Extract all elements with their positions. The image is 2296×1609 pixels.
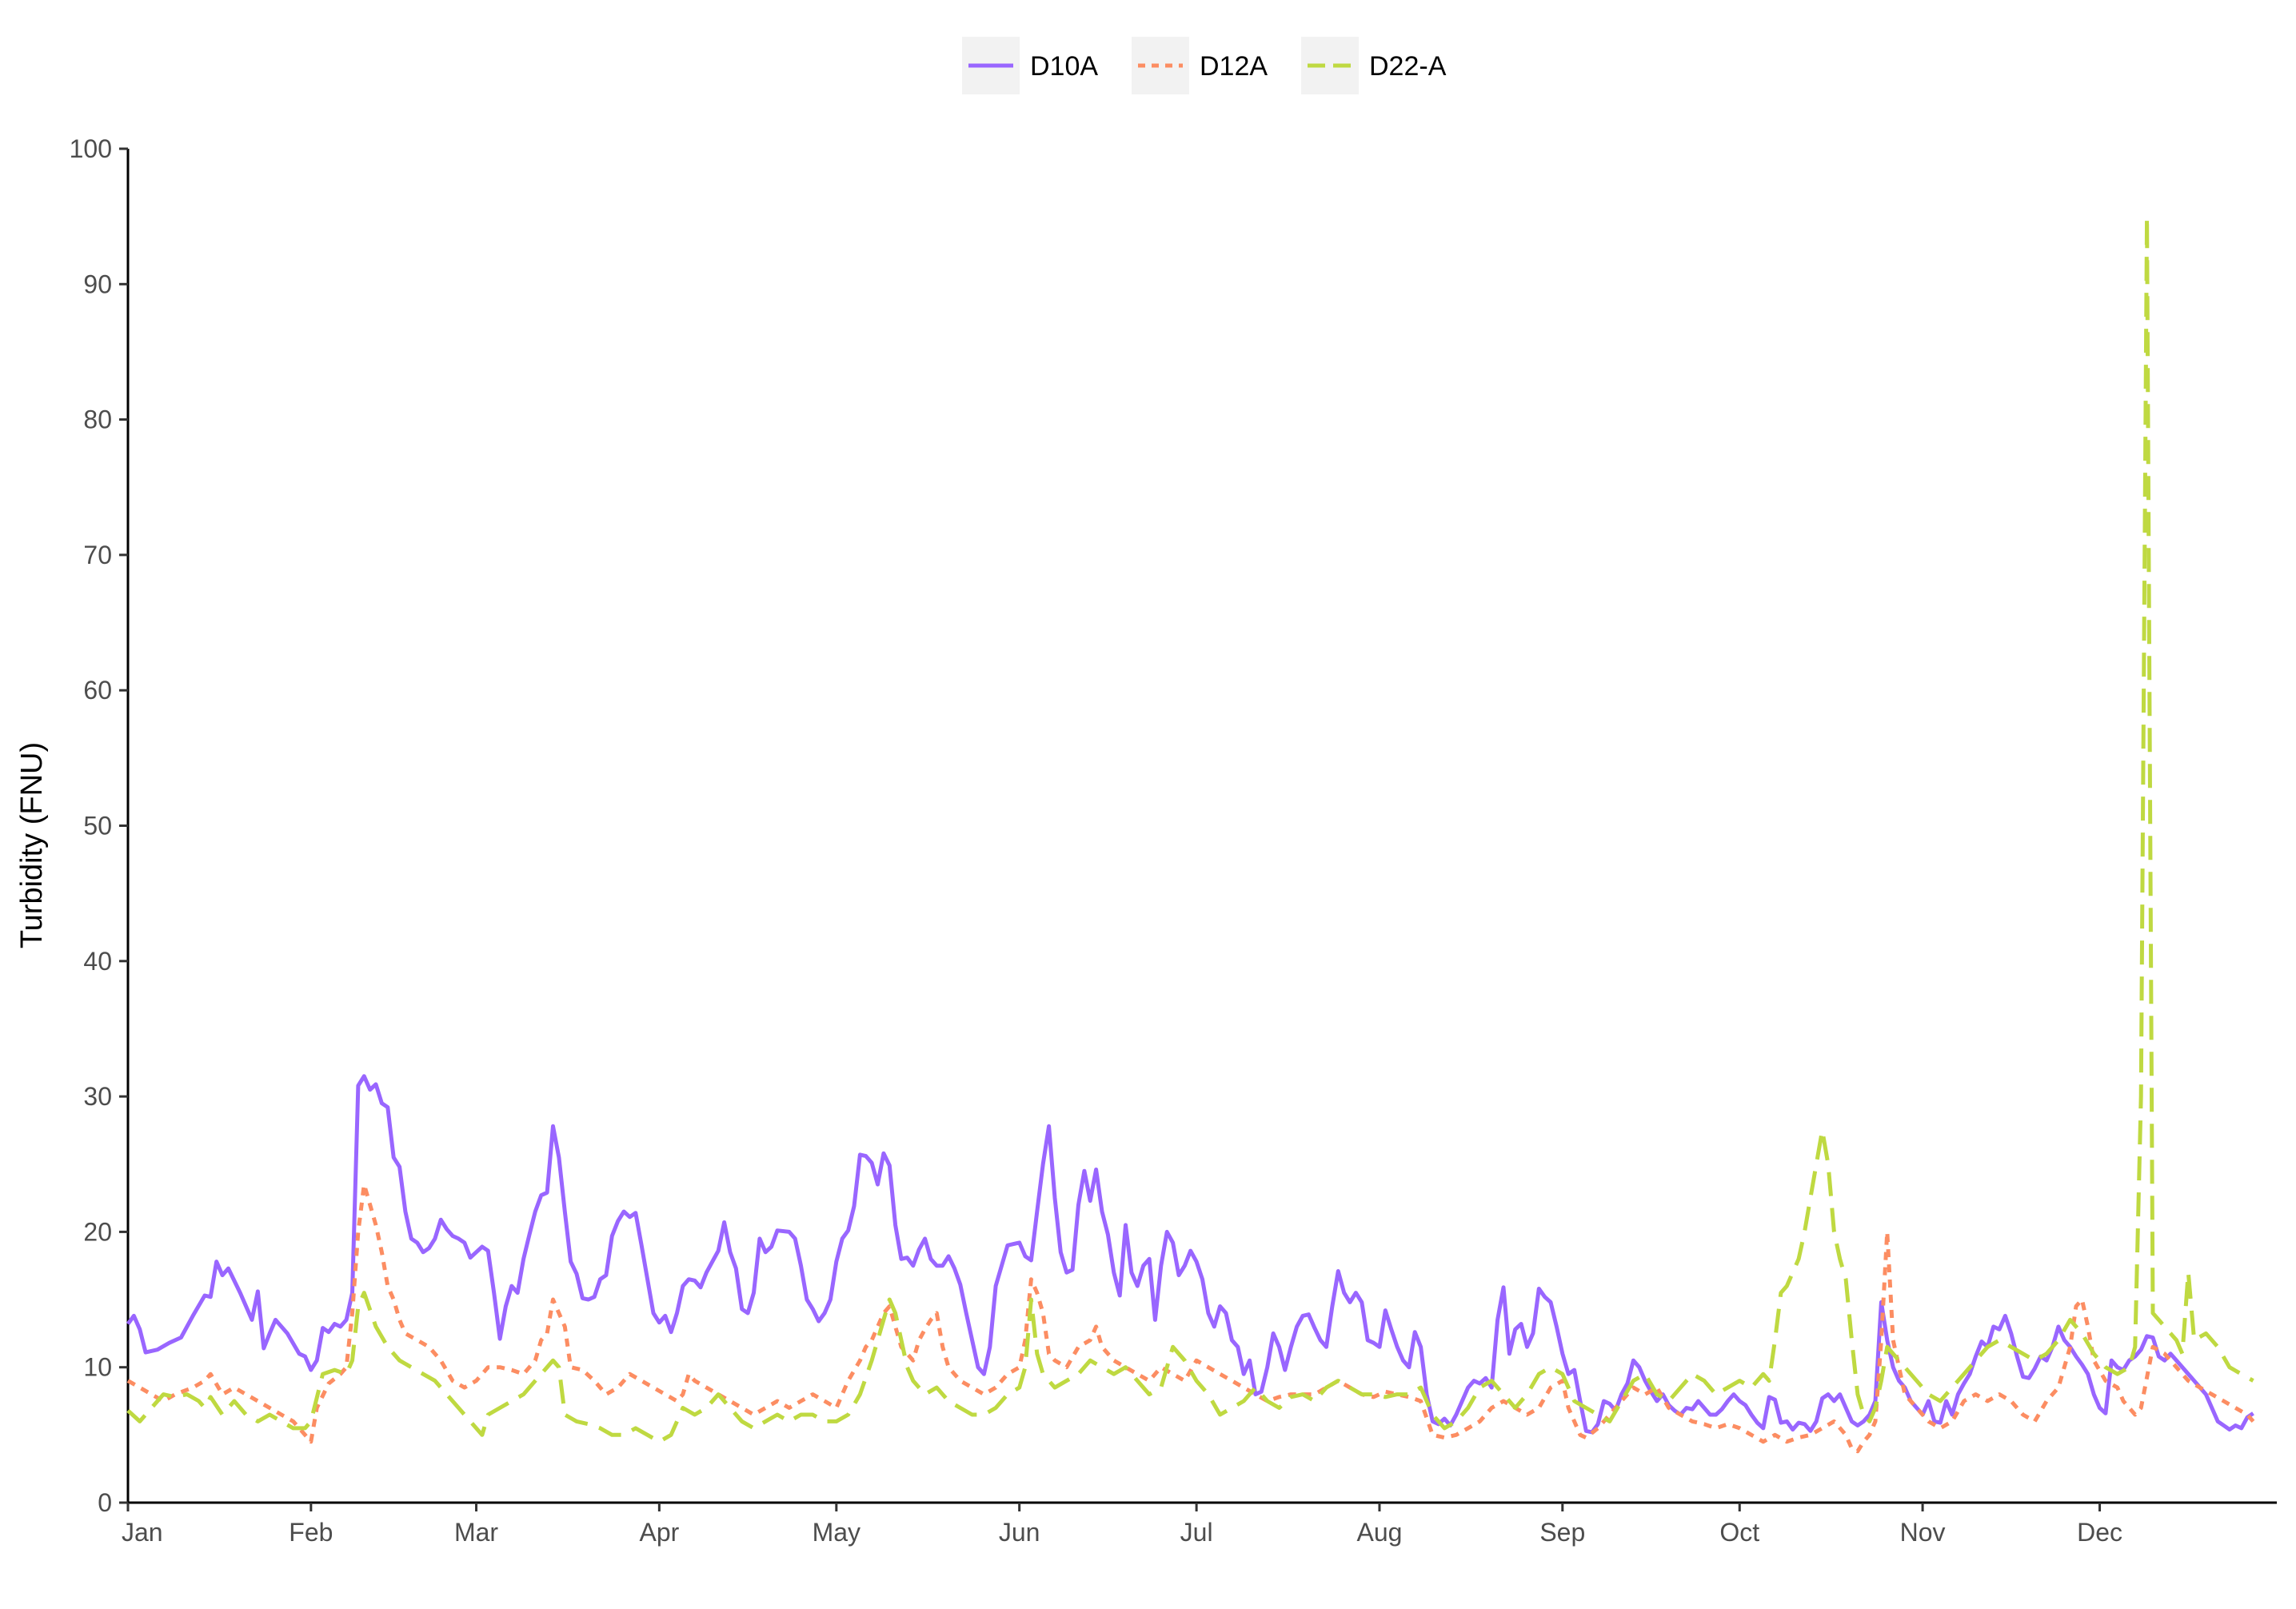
series-line-d10a	[126, 1074, 2254, 1435]
legend: D10A D12A D22-A	[962, 37, 1447, 94]
x-axis: Jan Feb Mar Apr May Jun Jul Aug Sep Oct Nov Dec	[122, 1501, 2277, 1547]
plot-area	[126, 214, 2255, 1454]
y-tick-label: 40	[83, 947, 112, 976]
x-tick-label: Sep	[1539, 1518, 1585, 1547]
x-tick-label: Jul	[1180, 1518, 1213, 1547]
series-line-d22-a	[126, 214, 2254, 1444]
y-tick-label: 50	[83, 812, 112, 840]
y-tick-label: 100	[70, 134, 112, 163]
series-line-d12a	[126, 1182, 2255, 1454]
x-tick-label: Apr	[639, 1518, 679, 1547]
y-tick-label: 70	[83, 541, 112, 569]
y-axis: 0 10 20 30 40 50 60 70 80 90 100	[70, 134, 130, 1517]
x-tick-label: Nov	[1900, 1518, 1946, 1547]
y-tick-label: 30	[83, 1082, 112, 1111]
x-tick-label: Feb	[289, 1518, 333, 1547]
legend-label: D10A	[1030, 51, 1098, 82]
y-tick-label: 0	[98, 1488, 112, 1517]
legend-label: D12A	[1200, 51, 1268, 82]
x-tick-label: Dec	[2077, 1518, 2122, 1547]
legend-label: D22-A	[1369, 51, 1447, 82]
y-tick-label: 20	[83, 1217, 112, 1246]
y-tick-label: 90	[83, 269, 112, 298]
x-tick-label: Mar	[454, 1518, 498, 1547]
x-tick-label: May	[813, 1518, 861, 1547]
y-axis-title: Turbidity (FNU)	[15, 742, 49, 948]
x-tick-label: Aug	[1356, 1518, 1402, 1547]
y-tick-label: 10	[83, 1353, 112, 1382]
x-tick-label: Jun	[999, 1518, 1040, 1547]
x-tick-label: Oct	[1719, 1518, 1759, 1547]
x-tick-label: Jan	[122, 1518, 163, 1547]
y-tick-label: 80	[83, 405, 112, 434]
y-tick-label: 60	[83, 676, 112, 705]
